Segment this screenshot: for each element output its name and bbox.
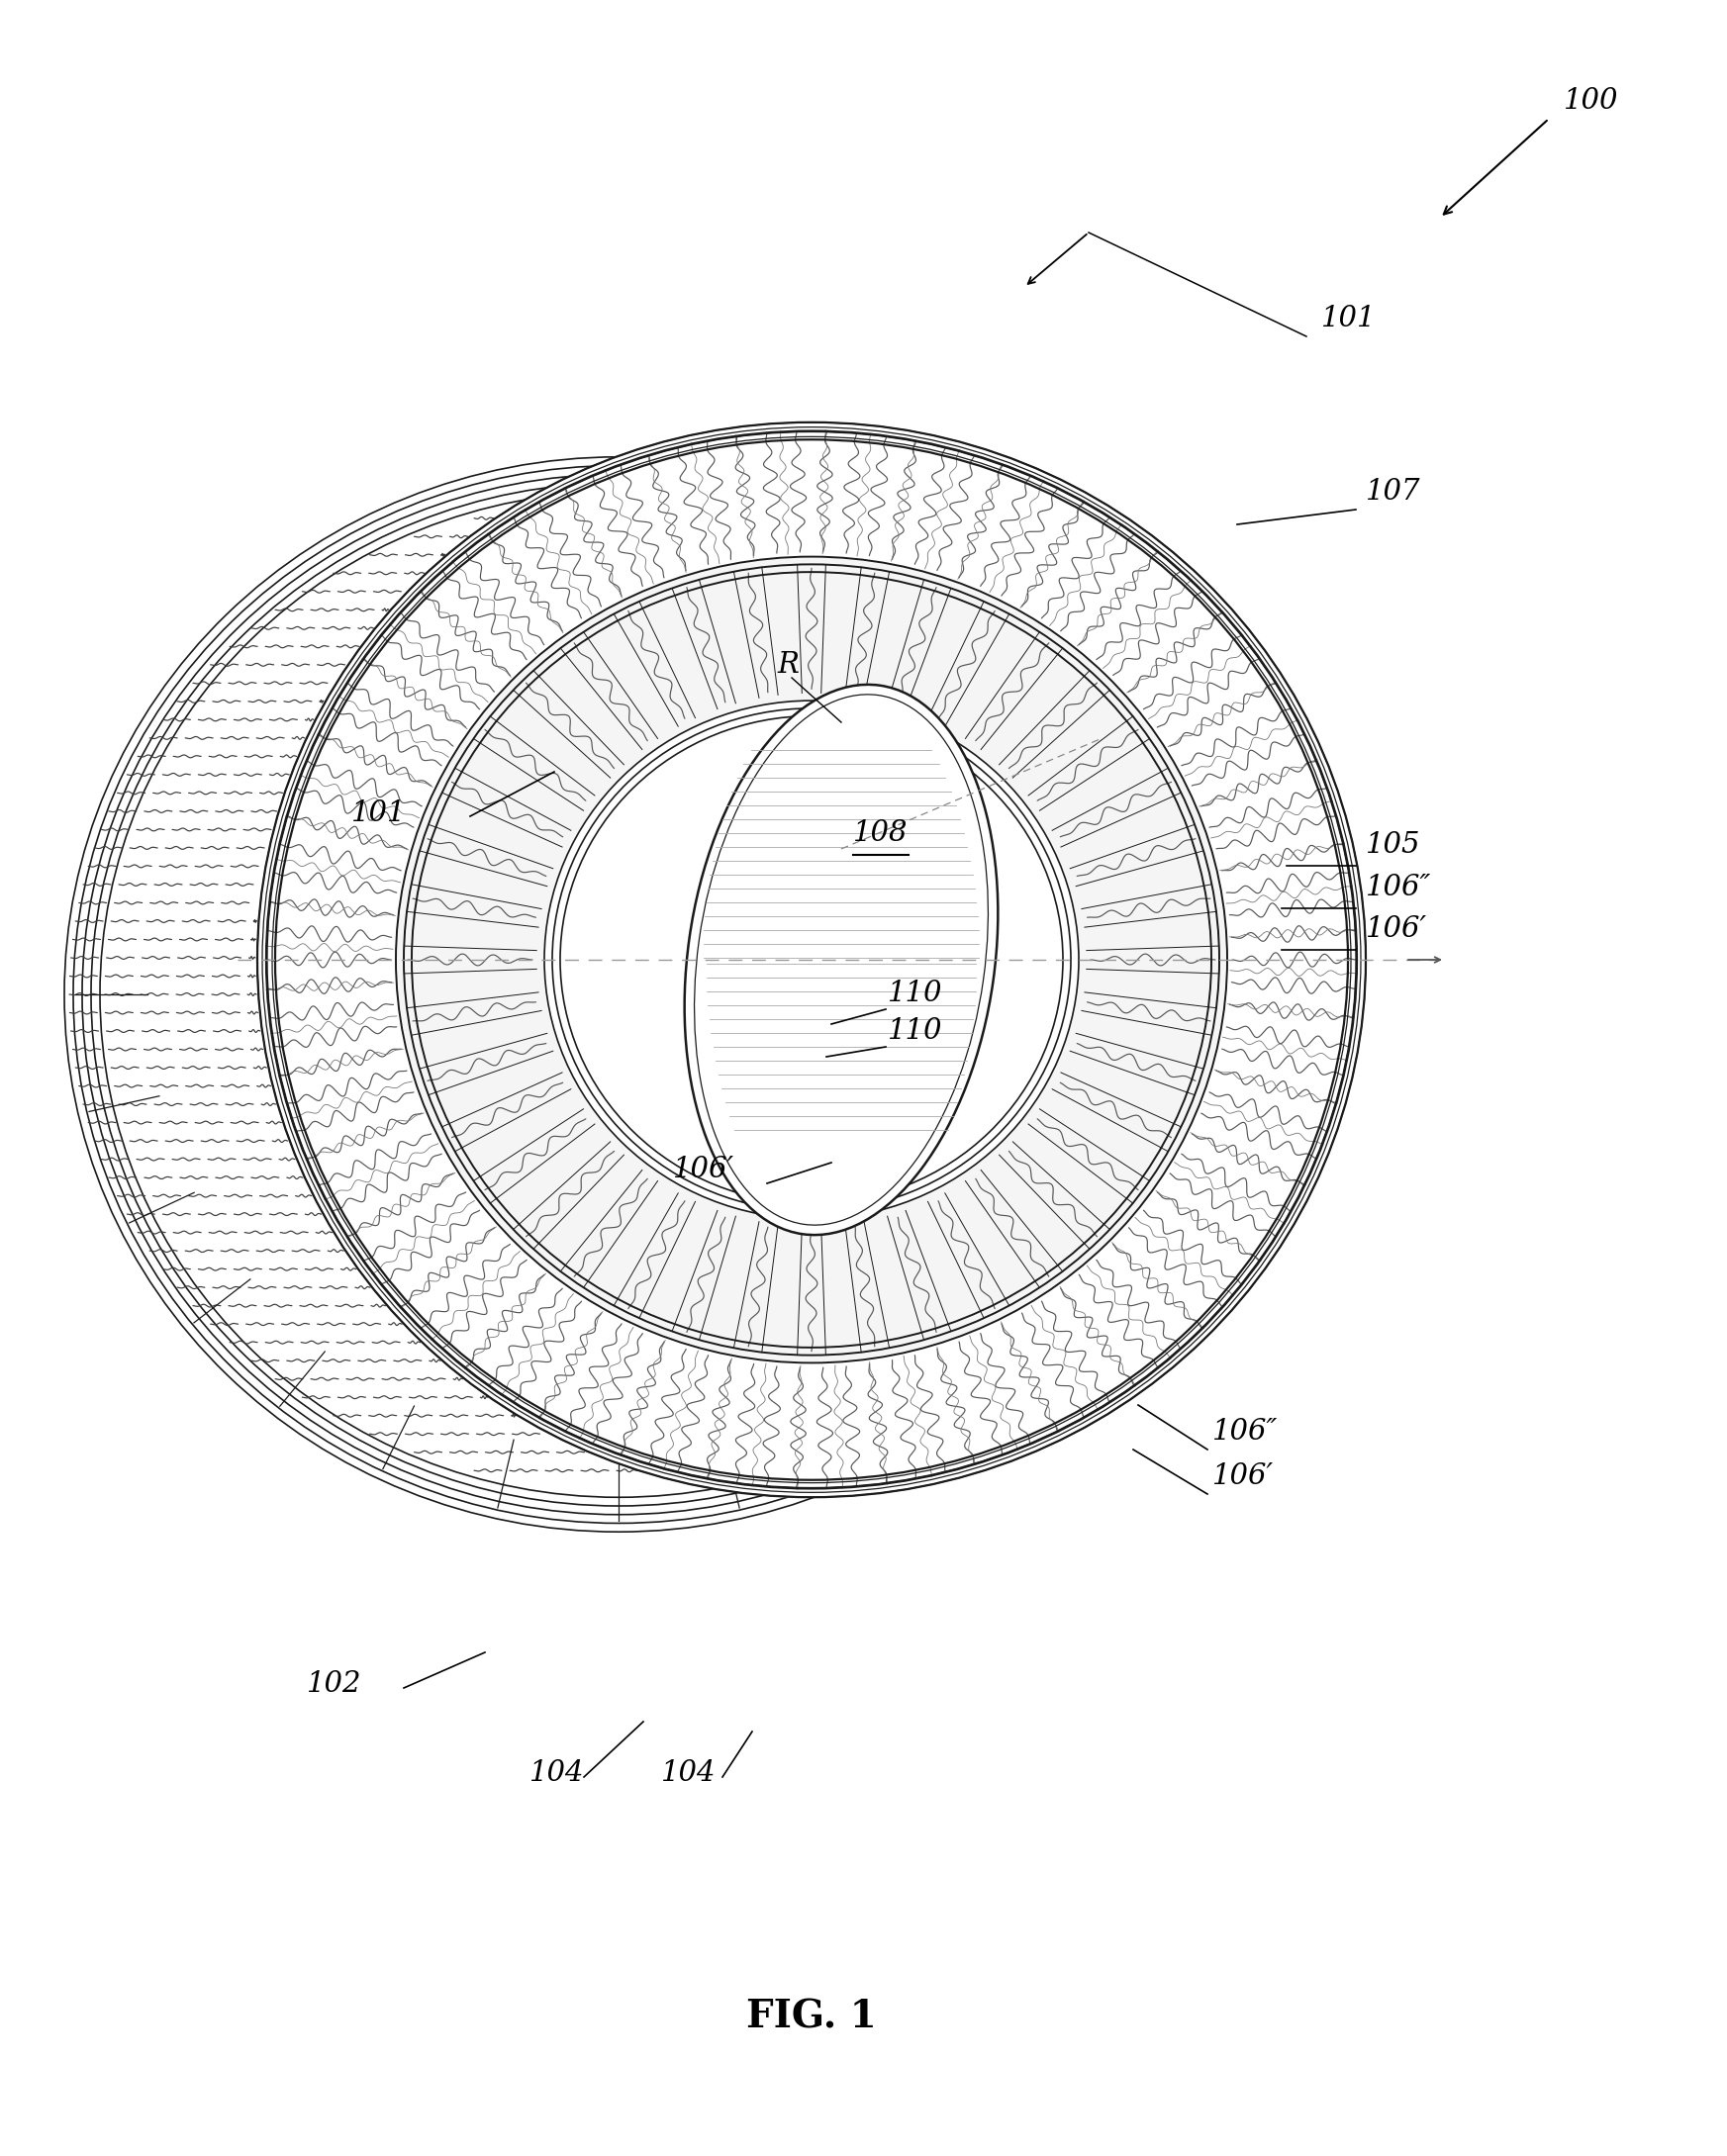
Text: 104: 104 (661, 1759, 717, 1787)
Text: 106′: 106′ (1366, 916, 1427, 942)
Polygon shape (395, 556, 1228, 1363)
Text: 101: 101 (1321, 304, 1376, 332)
Text: 101: 101 (351, 800, 406, 828)
Ellipse shape (257, 423, 1366, 1496)
Text: 106′: 106′ (1212, 1462, 1275, 1490)
Text: FIG. 1: FIG. 1 (746, 1999, 877, 2035)
Text: 100: 100 (1563, 86, 1618, 114)
Text: 106″: 106″ (1366, 873, 1432, 901)
Text: 110: 110 (888, 979, 943, 1007)
Text: 108: 108 (853, 819, 908, 847)
Text: 110: 110 (888, 1018, 943, 1046)
Text: 105: 105 (1366, 830, 1421, 858)
Text: 107: 107 (1366, 479, 1421, 507)
Text: 106″: 106″ (1212, 1419, 1278, 1445)
Text: 102: 102 (307, 1671, 361, 1699)
Polygon shape (257, 423, 1366, 1496)
Text: 106′: 106′ (674, 1156, 734, 1184)
Text: R: R (777, 651, 798, 679)
Ellipse shape (684, 686, 998, 1235)
Text: 104: 104 (530, 1759, 584, 1787)
